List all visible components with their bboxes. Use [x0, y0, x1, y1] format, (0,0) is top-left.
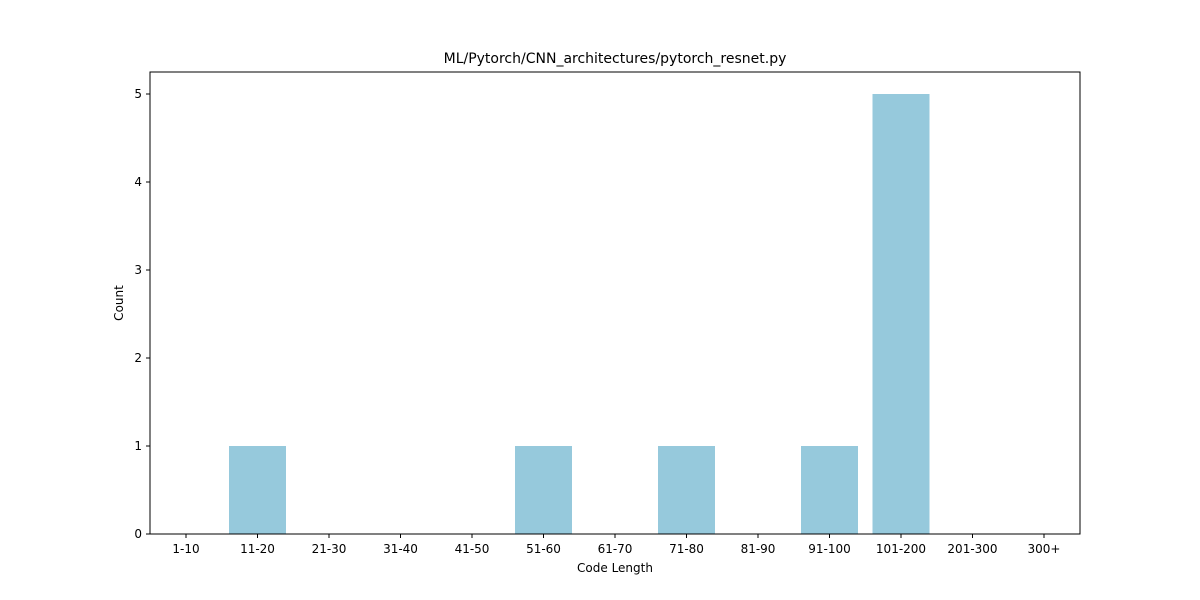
y-tick-label: 3	[134, 263, 142, 277]
bars-layer	[229, 94, 930, 534]
chart-title: ML/Pytorch/CNN_architectures/pytorch_res…	[444, 51, 787, 67]
plot-area-frame	[149, 71, 1081, 535]
bar-11-20	[229, 446, 286, 534]
bar-101-200	[872, 94, 930, 534]
x-tick-label: 300+	[1028, 542, 1061, 556]
bar-91-100	[801, 446, 858, 534]
y-tick-label: 5	[134, 87, 142, 101]
x-tick-label: 201-300	[947, 542, 997, 556]
bar-51-60	[515, 446, 572, 534]
y-tick-label: 2	[134, 351, 142, 365]
x-tick-label: 91-100	[808, 542, 851, 556]
x-tick-label: 71-80	[669, 542, 704, 556]
x-tick-label: 31-40	[383, 542, 418, 556]
x-tick-label: 61-70	[598, 542, 633, 556]
x-tick-label: 101-200	[876, 542, 926, 556]
y-tick-label: 1	[134, 439, 142, 453]
x-tick-label: 1-10	[172, 542, 199, 556]
y-tick-label: 0	[134, 527, 142, 541]
bar-71-80	[658, 446, 715, 534]
y-axis-label: Count	[112, 285, 126, 321]
x-tick-label: 41-50	[455, 542, 490, 556]
x-tick-label: 51-60	[526, 542, 561, 556]
ticks-layer: 1-10 11-20 21-30 31-40 41-50 51-60 61-70 71-80 8…	[134, 87, 1060, 556]
x-tick-label: 11-20	[240, 542, 275, 556]
y-tick-label: 4	[134, 175, 142, 189]
x-tick-label: 21-30	[312, 542, 347, 556]
x-tick-label: 81-90	[741, 542, 776, 556]
x-axis-label: Code Length	[577, 561, 653, 575]
